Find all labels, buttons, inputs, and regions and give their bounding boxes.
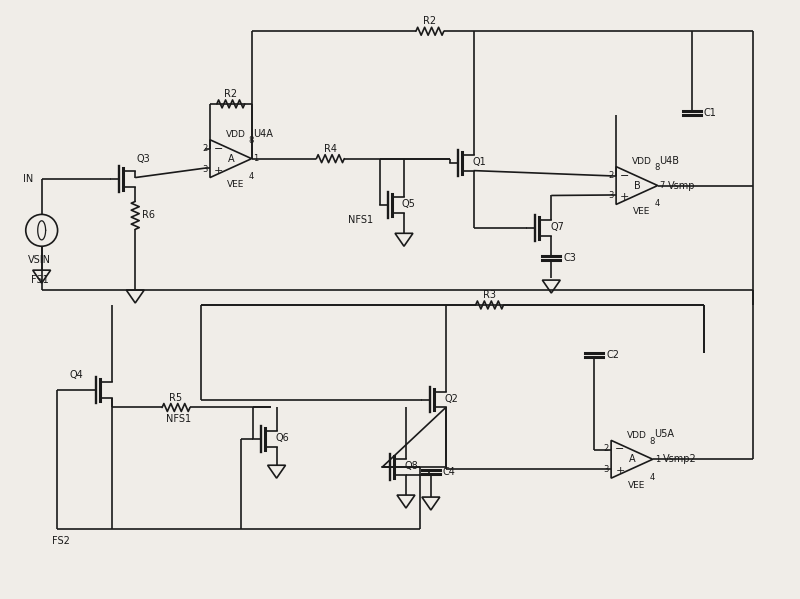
Text: U4B: U4B <box>658 156 678 166</box>
Text: 4: 4 <box>655 199 660 208</box>
Text: 8: 8 <box>249 136 254 145</box>
Text: R2: R2 <box>224 89 238 99</box>
Text: 2: 2 <box>609 171 614 180</box>
Text: U4A: U4A <box>253 129 273 139</box>
Text: VEE: VEE <box>633 207 650 216</box>
Text: −: − <box>615 444 625 454</box>
Text: C4: C4 <box>443 467 456 477</box>
Text: Q7: Q7 <box>550 222 564 232</box>
Text: −: − <box>214 144 223 154</box>
Text: VDD: VDD <box>226 130 246 139</box>
Text: 3: 3 <box>609 192 614 201</box>
Text: VDD: VDD <box>627 431 647 440</box>
Text: U5A: U5A <box>654 429 674 440</box>
Text: 3: 3 <box>604 465 609 474</box>
Text: +: + <box>620 192 630 202</box>
Text: 2: 2 <box>604 444 609 453</box>
Text: B: B <box>634 180 640 190</box>
Text: 7: 7 <box>660 181 665 190</box>
Text: Q1: Q1 <box>473 157 486 167</box>
Text: C1: C1 <box>703 108 717 118</box>
Text: R6: R6 <box>142 210 155 220</box>
Text: Vsmp: Vsmp <box>668 180 695 190</box>
Text: 2: 2 <box>202 144 208 153</box>
Text: VEE: VEE <box>628 480 646 489</box>
Text: 4: 4 <box>650 473 655 482</box>
Text: Q3: Q3 <box>136 154 150 164</box>
Text: R5: R5 <box>170 392 182 403</box>
Text: 1: 1 <box>254 154 259 163</box>
Text: Q6: Q6 <box>275 433 290 443</box>
Text: C2: C2 <box>606 350 619 360</box>
Text: 4: 4 <box>249 172 254 181</box>
Text: FS1: FS1 <box>31 275 49 285</box>
Text: A: A <box>629 454 635 464</box>
Text: +: + <box>615 466 625 476</box>
Text: NFS1: NFS1 <box>166 415 191 425</box>
Text: Q5: Q5 <box>402 199 416 210</box>
Text: A: A <box>227 154 234 164</box>
Text: NFS1: NFS1 <box>348 216 373 225</box>
Text: C3: C3 <box>563 253 576 263</box>
Text: Vsmp2: Vsmp2 <box>662 454 697 464</box>
Text: FS2: FS2 <box>52 536 70 546</box>
Text: Q4: Q4 <box>70 370 83 380</box>
Text: 3: 3 <box>202 165 208 174</box>
Text: R3: R3 <box>483 290 496 300</box>
Text: R4: R4 <box>324 144 337 154</box>
Text: 1: 1 <box>654 455 660 464</box>
Text: VSIN: VSIN <box>28 255 51 265</box>
Text: IN: IN <box>23 174 34 183</box>
Text: VEE: VEE <box>227 180 245 189</box>
Text: Q8: Q8 <box>405 461 418 471</box>
Text: Q2: Q2 <box>445 394 458 404</box>
Text: +: + <box>214 165 223 176</box>
Text: VDD: VDD <box>632 157 652 166</box>
Text: 8: 8 <box>650 437 655 446</box>
Text: 8: 8 <box>655 163 660 172</box>
Text: −: − <box>620 171 630 180</box>
Text: R2: R2 <box>423 16 437 26</box>
